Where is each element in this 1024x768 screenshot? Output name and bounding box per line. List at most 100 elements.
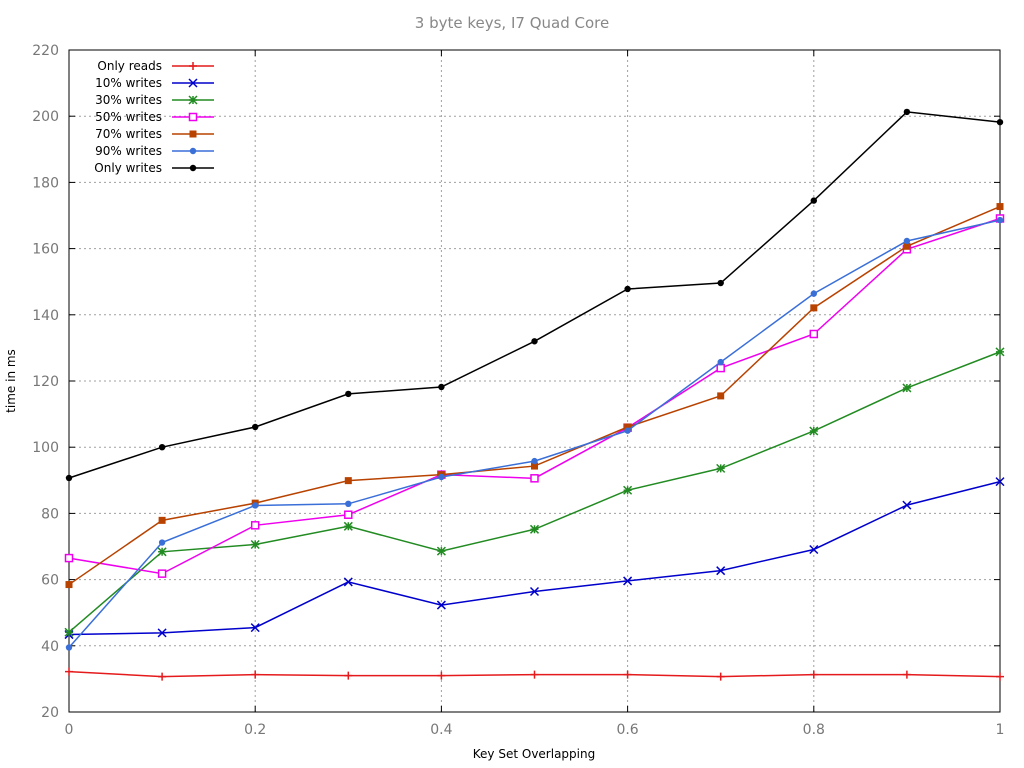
legend-item: 70% writes [95,127,214,141]
series-50-writes [64,214,1005,578]
data-point [717,392,725,400]
legend-label: Only writes [94,161,162,175]
series-line [68,351,1001,633]
data-point [717,358,724,366]
y-tick-label: 20 [41,705,59,721]
data-point [252,423,259,431]
data-point [624,285,631,293]
data-point [809,544,819,555]
y-axis: 20 40 60 80 100 120 140 160 180 200 220 [32,43,1000,721]
data-point [64,553,74,563]
data-point [810,304,818,312]
x-tick-label: 0.4 [430,722,452,738]
legend-label: 90% writes [95,144,162,158]
y-axis-label: time in ms [4,349,18,413]
legend-item: Only reads [97,59,214,73]
x-axis: 0 0.2 0.4 0.6 0.8 1 [65,50,1005,738]
data-point [903,242,911,250]
series-line [68,111,1001,479]
data-point [623,576,633,586]
data-point [531,457,538,465]
data-point [529,586,540,597]
data-point [158,444,166,451]
series-line [68,219,1001,648]
y-tick-label: 220 [32,43,59,59]
data-point [623,485,633,495]
legend-label: 50% writes [95,110,162,124]
data-point [810,290,817,297]
data-point [716,672,725,681]
data-point [996,203,1004,211]
data-point [343,577,353,587]
data-point [345,500,352,508]
x-tick-label: 0.6 [616,722,638,738]
legend-item: 30% writes [95,93,214,107]
data-point [344,510,353,519]
data-point [716,363,725,373]
data-point [344,477,352,485]
data-point [189,147,197,155]
data-point [158,539,166,546]
data-point [64,627,74,637]
data-point [716,566,726,576]
y-tick-label: 80 [41,506,59,522]
legend-item: 10% writes [95,76,214,90]
data-point [624,427,631,434]
data-point [902,500,912,510]
series-line [68,217,1001,575]
data-point [530,670,539,679]
data-point [531,462,538,470]
y-tick-label: 140 [32,308,59,324]
legend-label: 30% writes [95,93,162,107]
data-point [250,539,260,550]
data-point [902,670,911,679]
legend-item: Only writes [94,161,214,175]
y-tick-label: 120 [32,374,59,390]
data-point [251,670,260,679]
data-point [158,516,166,524]
y-tick-label: 100 [32,440,59,456]
data-point [438,473,445,481]
data-point [809,670,818,679]
data-point [157,547,167,557]
legend: Only reads 10% writes 30% writes 50% writes… [94,59,214,175]
data-point [157,569,167,578]
data-point [345,390,352,398]
x-tick-label: 0.2 [244,722,266,738]
data-point [158,672,167,681]
data-point [996,216,1004,224]
y-tick-label: 180 [32,175,59,191]
data-point [188,78,198,88]
series-30-writes [64,347,1005,637]
legend-item: 50% writes [95,110,214,124]
data-point [995,347,1005,357]
data-point [189,164,197,172]
data-point [436,600,446,610]
y-tick-label: 40 [41,639,59,655]
data-point [903,108,911,116]
data-point [903,237,911,245]
data-point [437,671,446,680]
data-point [188,95,198,105]
data-point [252,502,259,509]
x-tick-label: 1 [996,722,1005,738]
legend-item: 90% writes [95,144,214,158]
data-point [65,474,73,482]
legend-label: 10% writes [95,76,162,90]
legend-label: Only reads [97,59,162,73]
data-point [716,463,726,473]
data-point [188,112,198,122]
data-point [189,62,197,70]
data-point [995,477,1005,487]
data-point [902,383,912,393]
data-point [189,130,197,138]
data-point [531,338,538,345]
data-point [65,667,73,676]
data-point [157,628,167,638]
data-point [623,670,632,679]
series-70-writes [65,203,1004,589]
x-tick-label: 0.8 [803,722,825,738]
data-point [343,521,353,531]
data-point [809,426,819,436]
